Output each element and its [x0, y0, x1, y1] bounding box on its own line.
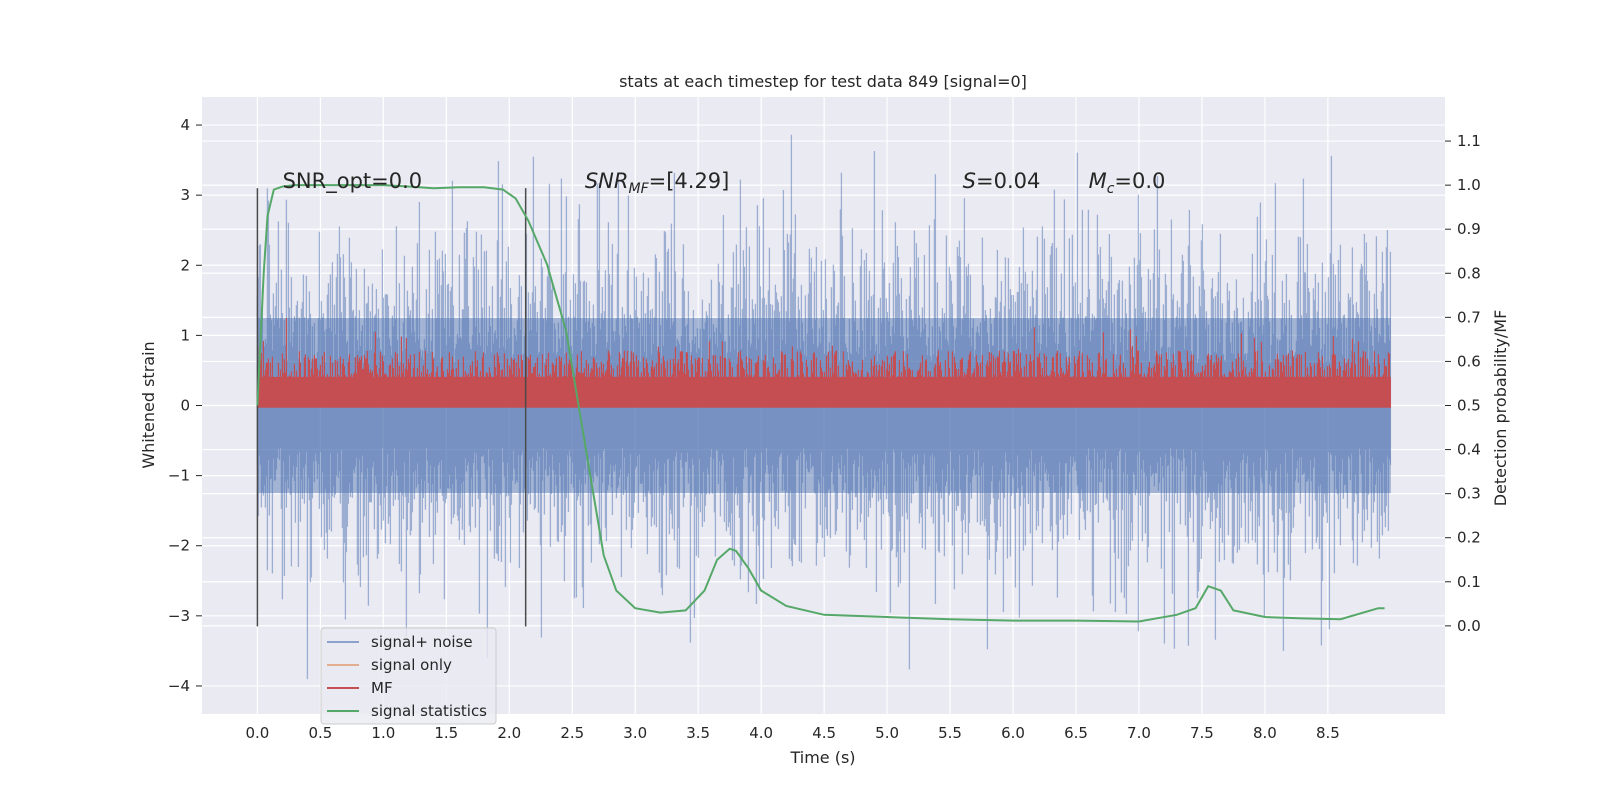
x-tick-label: 1.5	[434, 724, 458, 742]
annotation-mc-val: Mc=0.0	[1089, 169, 1166, 197]
x-tick-label: 4.5	[812, 724, 836, 742]
y-tick-label: −1	[168, 467, 190, 485]
x-tick-label: 8.5	[1316, 724, 1340, 742]
signal-statistics-trace	[256, 184, 1385, 623]
x-tick-label: 2.0	[497, 724, 521, 742]
x-axis-label: Time (s)	[789, 748, 855, 767]
x-tick-label: 7.5	[1190, 724, 1214, 742]
y-tick-label: −4	[168, 677, 190, 695]
y-right-axis-ticks: 0.0 0.1 0.2 0.3 0.4 0.5 0.6 0.7 0.8 0.9 1.0 1.1	[1445, 132, 1481, 635]
x-tick-label: 5.0	[875, 724, 899, 742]
signal-statistics-line	[256, 184, 1385, 623]
y-tick-label: 4	[180, 116, 190, 134]
x-tick-label: 3.5	[686, 724, 710, 742]
y-axis-ticks: −4 −3 −2 −1 0 1 2 3 4	[168, 116, 202, 695]
annotation-snr-mf: SNRMF=[4.29]	[585, 169, 730, 197]
legend-label: signal+ noise	[371, 633, 473, 651]
legend-box	[320, 627, 497, 725]
y-tick-label: 0	[180, 397, 190, 415]
y-tick-label: 3	[180, 186, 190, 204]
mf-trace	[256, 318, 1391, 408]
x-tick-label: 3.0	[623, 724, 647, 742]
x-tick-label: 7.0	[1127, 724, 1151, 742]
legend: signal+ noise signal only MF signal statist…	[320, 627, 497, 725]
x-tick-label: 6.0	[1001, 724, 1025, 742]
y-tick-label: −2	[168, 537, 190, 555]
annotations: SNR_opt=0.0 SNRMF=[4.29] S=0.04 Mc=0.0	[283, 169, 1166, 197]
y-tick-label: −3	[168, 607, 190, 625]
x-tick-label: 5.5	[938, 724, 962, 742]
legend-label: signal only	[371, 656, 452, 674]
y-right-tick-label: 0.6	[1457, 352, 1481, 370]
chart-title: stats at each timestep for test data 849…	[619, 72, 1027, 91]
y-tick-label: 2	[180, 256, 190, 274]
y-right-tick-label: 0.1	[1457, 573, 1481, 591]
y-right-tick-label: 0.7	[1457, 308, 1481, 326]
y-right-tick-label: 0.4	[1457, 441, 1481, 459]
x-axis-ticks: 0.0 0.5 1.0 1.5 2.0 2.5 3.0 3.5 4.0 4.5 5.0 5.5 6.0 6…	[245, 724, 1339, 742]
x-tick-label: 8.0	[1253, 724, 1277, 742]
y-right-tick-label: 0.3	[1457, 485, 1481, 503]
x-tick-label: 2.5	[560, 724, 584, 742]
vertical-markers	[256, 188, 527, 627]
mf-band	[257, 376, 1391, 404]
x-tick-label: 4.0	[749, 724, 773, 742]
y-right-tick-label: 0.5	[1457, 397, 1481, 415]
y-right-axis-label: Detection probability/MF	[1491, 310, 1510, 507]
y-right-tick-label: 1.0	[1457, 176, 1481, 194]
y-right-tick-label: 0.0	[1457, 617, 1481, 635]
annotation-s-val: S=0.04	[963, 169, 1041, 193]
annotation-snr-opt: SNR_opt=0.0	[283, 169, 423, 194]
x-tick-label: 6.5	[1064, 724, 1088, 742]
x-tick-label: 0.5	[308, 724, 332, 742]
x-tick-label: 1.0	[371, 724, 395, 742]
x-tick-label: 0.0	[245, 724, 269, 742]
y-axis-label: Whitened strain	[139, 341, 158, 468]
legend-label: signal statistics	[371, 702, 487, 720]
y-right-tick-label: 1.1	[1457, 132, 1481, 150]
y-right-tick-label: 0.9	[1457, 220, 1481, 238]
legend-label: MF	[371, 679, 393, 697]
y-tick-label: 1	[180, 326, 190, 344]
y-right-tick-label: 0.2	[1457, 529, 1481, 547]
y-right-tick-label: 0.8	[1457, 264, 1481, 282]
